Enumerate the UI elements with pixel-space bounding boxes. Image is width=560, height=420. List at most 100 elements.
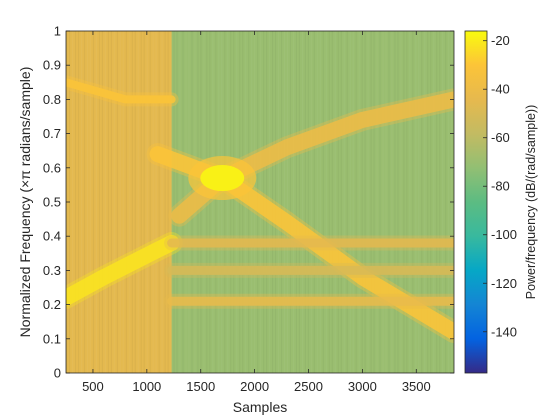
y-tick-label: 0.5 [43, 195, 61, 210]
texture-stripe [114, 31, 115, 373]
texture-stripe [129, 31, 130, 373]
texture-stripe [165, 31, 166, 373]
texture-stripe [320, 31, 321, 373]
texture-stripe [406, 31, 407, 373]
texture-stripe [105, 31, 106, 373]
y-tick-label: 0 [54, 366, 61, 381]
x-axis-label: Samples [233, 399, 287, 415]
texture-stripe [120, 31, 121, 373]
texture-stripe [167, 31, 168, 373]
x-tick-label: 3500 [402, 379, 431, 394]
texture-stripe [236, 31, 237, 373]
colorbar-label: Power/frequency (dB/(rad/sample)) [524, 105, 538, 300]
x-tick-label: 2000 [240, 379, 269, 394]
texture-stripe [311, 31, 312, 373]
texture-stripe [141, 31, 142, 373]
y-axis-ticks: 0 0.1 0.2 0.3 0.4 0.5 0.6 0.7 0.8 0.9 1 [43, 24, 454, 381]
texture-stripe [173, 31, 174, 373]
texture-stripe [308, 31, 309, 373]
texture-stripe [123, 31, 124, 373]
texture-stripe [353, 31, 354, 373]
texture-stripe [281, 31, 282, 373]
x-tick-label: 1500 [186, 379, 215, 394]
colorbar-ticks: -20 -40 -60 -80 -100 -120 -140 [483, 33, 517, 339]
texture-stripe [156, 31, 157, 373]
texture-stripe [278, 31, 279, 373]
texture-stripe [99, 31, 100, 373]
texture-stripe [162, 31, 163, 373]
x-axis-ticks: 500 1000 1500 2000 2500 3000 3500 [82, 31, 431, 394]
texture-stripe [144, 31, 145, 373]
colorbar-frame [464, 30, 488, 374]
texture-stripe [218, 31, 219, 373]
texture-stripe [379, 31, 380, 373]
texture-stripe [159, 31, 160, 373]
texture-stripe [359, 31, 360, 373]
texture-stripe [302, 31, 303, 373]
texture-stripe [153, 31, 154, 373]
texture-stripe [412, 31, 413, 373]
texture-stripe [108, 31, 109, 373]
texture-stripe [394, 31, 395, 373]
texture-stripe [233, 31, 234, 373]
x-tick-label: 2500 [294, 379, 323, 394]
feature-tone-0 [66, 75, 179, 107]
texture-stripe [382, 31, 383, 373]
texture-stripe [212, 31, 213, 373]
texture-stripe [150, 31, 151, 373]
texture-stripe [305, 31, 306, 373]
x-tick-label: 3000 [348, 379, 377, 394]
texture-stripe [323, 31, 324, 373]
y-tick-label: 0.1 [43, 331, 61, 346]
colorbar-tick-label: -120 [491, 276, 517, 291]
y-tick-label: 0.3 [43, 263, 61, 278]
texture-stripe [287, 31, 288, 373]
y-tick-label: 0.2 [43, 297, 61, 312]
feature-blob-4 [188, 156, 257, 201]
texture-stripe [397, 31, 398, 373]
texture-stripe [367, 31, 368, 373]
texture-stripe [314, 31, 315, 373]
texture-stripe [284, 31, 285, 373]
texture-stripe [326, 31, 327, 373]
texture-stripe [350, 31, 351, 373]
texture-stripe [365, 31, 366, 373]
texture-stripe [317, 31, 318, 373]
texture-stripe [132, 31, 133, 373]
y-tick-label: 0.7 [43, 126, 61, 141]
colorbar-tick-label: -100 [491, 227, 517, 242]
texture-stripe [176, 31, 177, 373]
y-tick-label: 0.6 [43, 160, 61, 175]
texture-stripe [332, 31, 333, 373]
texture-stripe [329, 31, 330, 373]
colorbar-tick-label: -20 [491, 33, 510, 48]
colorbar [465, 31, 487, 373]
spectrogram-image [66, 31, 454, 373]
texture-stripe [215, 31, 216, 373]
texture-stripe [102, 31, 103, 373]
texture-stripe [376, 31, 377, 373]
feature-chirp-1 [66, 232, 183, 309]
texture-stripe [138, 31, 139, 373]
texture-stripe [296, 31, 297, 373]
texture-stripe [403, 31, 404, 373]
colorbar-tick-label: -140 [491, 324, 517, 339]
texture-stripe [230, 31, 231, 373]
texture-stripe [362, 31, 363, 373]
texture-stripe [293, 31, 294, 373]
y-tick-label: 1 [54, 24, 61, 39]
texture-stripe [347, 31, 348, 373]
texture-stripe [356, 31, 357, 373]
texture-stripe [335, 31, 336, 373]
colorbar-tick-label: -80 [491, 179, 510, 194]
texture-stripe [126, 31, 127, 373]
texture-stripe [147, 31, 148, 373]
texture-stripe [170, 31, 171, 373]
texture-stripe [391, 31, 392, 373]
y-tick-label: 0.8 [43, 92, 61, 107]
texture-stripe [344, 31, 345, 373]
texture-stripe [409, 31, 410, 373]
texture-stripe [111, 31, 112, 373]
texture-stripe [135, 31, 136, 373]
texture-stripe [373, 31, 374, 373]
